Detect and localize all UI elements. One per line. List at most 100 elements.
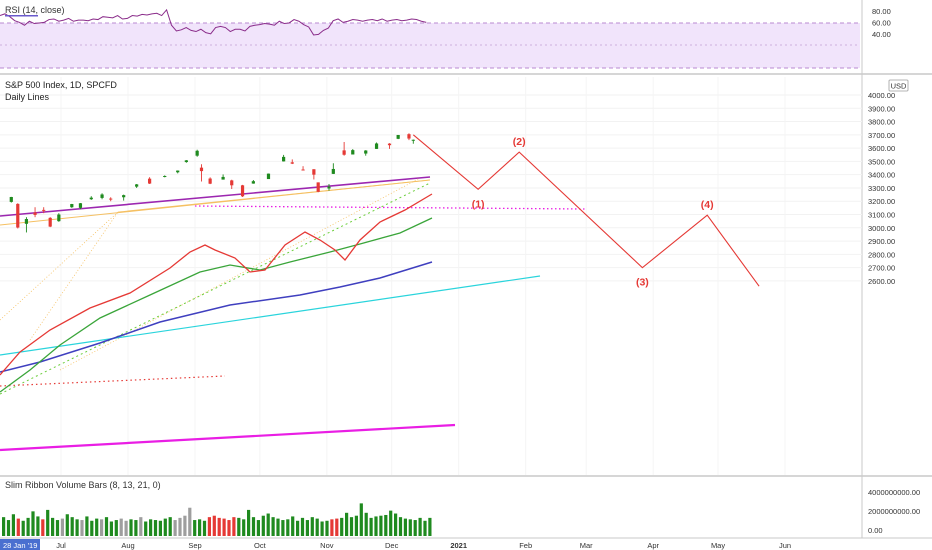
price-tick-label: 3500.00: [868, 157, 895, 166]
magenta-support-line: [0, 423, 456, 452]
candle-body: [48, 217, 52, 227]
volume-bar: [134, 520, 138, 536]
candle-body: [230, 180, 234, 186]
price-tick-label: 2600.00: [868, 277, 895, 286]
volume-bar: [212, 515, 216, 536]
volume-bar: [80, 520, 84, 536]
currency-label: USD: [891, 82, 907, 91]
volume-legend: Slim Ribbon Volume Bars (8, 13, 21, 0): [5, 480, 161, 490]
candle-body: [208, 178, 212, 184]
volume-bar: [2, 517, 6, 536]
time-tick-label: 2021: [450, 541, 467, 550]
volume-bar: [340, 517, 344, 536]
wave-label: (1): [472, 198, 485, 210]
volume-bar: [75, 519, 79, 536]
rsi-line: [0, 8, 427, 36]
wave-label: (4): [701, 199, 714, 211]
volume-bar: [46, 509, 50, 536]
rising-channel-top-line: [0, 176, 431, 217]
volume-bar: [281, 520, 285, 536]
candle-body: [163, 176, 167, 178]
price-tick-label: 3600.00: [868, 144, 895, 153]
volume-bar: [51, 517, 55, 536]
candle-body: [374, 143, 379, 149]
volume-bar: [36, 516, 40, 536]
volume-bar: [413, 520, 417, 536]
volume-bar: [202, 520, 207, 536]
indicator-daily-lines: Daily Lines: [5, 92, 50, 102]
candle-body: [57, 214, 61, 222]
candle-body: [364, 150, 368, 154]
candle-body: [109, 198, 113, 200]
volume-bar: [418, 517, 422, 536]
time-tick-label: Nov: [320, 541, 334, 550]
volume-bar: [389, 510, 393, 536]
volume-bar: [349, 517, 354, 536]
candle-body: [387, 143, 392, 146]
price-tick-label: 3100.00: [868, 211, 895, 220]
price-panel[interactable]: (1) (2) (3) (4) S&P 500 Index, 1D, SPCFD Da…: [0, 77, 862, 475]
rsi-tick-label: 80.00: [872, 7, 891, 16]
cyan-trendline: [0, 275, 541, 356]
volume-bar: [193, 520, 197, 536]
symbol-title: S&P 500 Index, 1D, SPCFD: [5, 80, 117, 90]
candle-body: [199, 167, 204, 172]
wave-label: (2): [513, 136, 526, 148]
volume-bar: [384, 514, 388, 536]
price-axis[interactable]: 4000.00 3900.00 3800.00 3700.00 3600.00 3500.…: [868, 7, 920, 535]
candle-body: [240, 185, 245, 197]
volume-bar: [153, 520, 158, 536]
candle-body: [407, 134, 411, 139]
price-tick-label: 3200.00: [868, 197, 895, 206]
volume-bar: [41, 519, 45, 536]
volume-bar: [222, 518, 226, 536]
volume-bar: [251, 517, 256, 536]
rsi-panel[interactable]: RSI (14, close): [0, 5, 860, 69]
candle-body: [122, 195, 126, 198]
volume-bar: [305, 520, 309, 536]
price-tick-label: 2700.00: [868, 264, 895, 273]
time-axis-start-label: 28 Jan '19: [3, 541, 37, 550]
volume-bar: [6, 520, 11, 536]
volume-bar: [114, 520, 118, 536]
candle-body: [396, 134, 400, 139]
candle-body: [282, 156, 286, 162]
price-tick-label: 3800.00: [868, 118, 895, 127]
volume-bar: [310, 517, 314, 536]
price-tick-label: 3000.00: [868, 224, 895, 233]
time-axis[interactable]: Jul Aug Sep Oct Nov Dec 2021 Feb Mar Apr May Jun 28 …: [0, 537, 932, 550]
volume-bar: [207, 517, 211, 536]
volume-bar: [335, 518, 339, 536]
volume-bar: [188, 507, 192, 536]
volume-bar: [256, 520, 260, 536]
candle-body: [42, 209, 46, 211]
time-axis-start-badge: [0, 539, 40, 550]
volume-panel[interactable]: Slim Ribbon Volume Bars (8, 13, 21, 0): [2, 480, 432, 536]
candle-body: [342, 150, 346, 155]
volume-bar: [428, 517, 432, 536]
volume-bar: [55, 520, 60, 536]
volume-bar: [26, 517, 30, 536]
candle-body: [351, 150, 355, 155]
rsi-tick-label: 60.00: [872, 18, 891, 27]
volume-bar: [247, 509, 251, 536]
time-tick-label: Sep: [188, 541, 201, 550]
currency-badge[interactable]: USD: [888, 79, 909, 92]
time-tick-label: Dec: [385, 541, 399, 550]
volume-bar: [354, 515, 358, 536]
volume-tick-label: 0.00: [868, 526, 883, 535]
candle-body: [331, 168, 335, 174]
volume-bar: [90, 520, 94, 536]
volume-bar: [31, 511, 35, 536]
rsi-legend: RSI (14, close): [5, 5, 65, 15]
candle-body: [316, 182, 320, 192]
volume-bar: [359, 503, 363, 536]
candle-body: [33, 212, 37, 215]
volume-bar: [291, 516, 295, 536]
volume-bar: [198, 519, 202, 536]
red-dotted-support-line: [0, 375, 226, 387]
volume-bar: [237, 517, 241, 536]
orange-fan-line: [59, 177, 421, 371]
candle-body: [89, 197, 93, 200]
